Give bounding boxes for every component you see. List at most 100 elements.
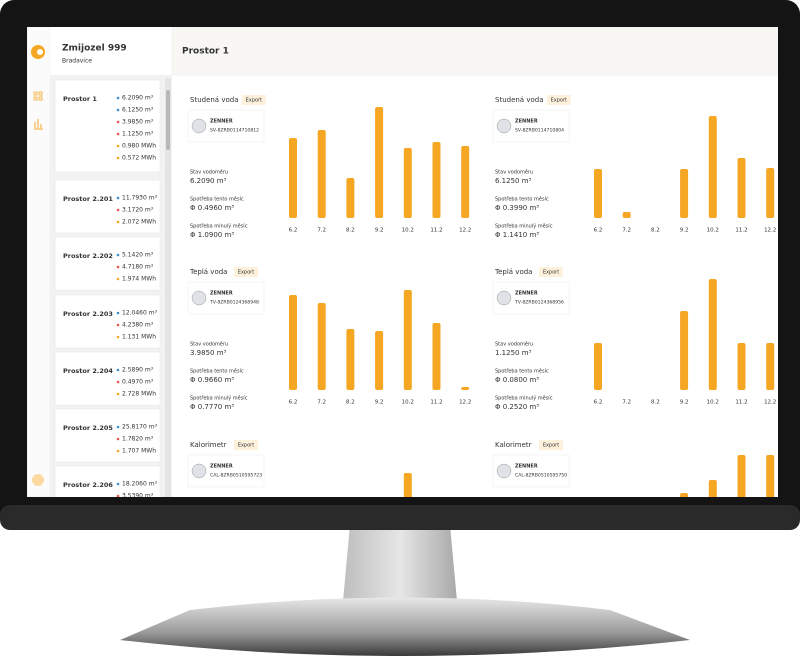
space-card[interactable] [54, 79, 161, 173]
x-tick-label: 10.2 [402, 228, 414, 234]
space-card[interactable] [54, 179, 161, 234]
nav-dashboard[interactable] [33, 91, 43, 101]
export-button[interactable] [539, 440, 563, 450]
bar [403, 290, 412, 390]
reading-value: 6.2090 m³ [122, 95, 154, 102]
x-tick-label: 8.2 [346, 400, 355, 406]
field-label: Spotřeba tento měsíc [495, 196, 549, 203]
export-button[interactable] [241, 95, 266, 105]
export-label[interactable]: Export [551, 98, 567, 104]
bar [680, 493, 689, 497]
export-label[interactable]: Export [543, 270, 559, 276]
export-button[interactable] [234, 440, 258, 450]
field-value: 6.1250 m³ [495, 177, 532, 185]
content: Prostor 1 6.2090 m³ 6.1250 m³ 3.9850 m³ 1.12… [54, 79, 776, 519]
bar [346, 329, 355, 390]
reading-dot [116, 311, 120, 315]
x-tick-label: 12.2 [459, 228, 471, 234]
bar [432, 323, 441, 390]
reading-dot [116, 220, 120, 224]
export-button[interactable] [234, 267, 258, 277]
reading-value: 1.7820 m³ [122, 436, 154, 443]
space-card[interactable] [54, 408, 161, 463]
reading-dot [116, 425, 120, 429]
reading-dot [116, 323, 120, 327]
x-tick-label: 12.2 [764, 400, 776, 406]
field-value: 1.1250 m³ [495, 349, 532, 357]
field-value: Φ 0.4960 m³ [190, 204, 234, 212]
field-label: Stav vodoměru [190, 341, 228, 348]
reading-value: 2.072 MWh [122, 219, 156, 226]
field-label: Spotřeba minulý měsíc [190, 223, 248, 230]
reading-dot [116, 156, 120, 160]
export-label[interactable]: Export [543, 443, 559, 449]
meter-icon [191, 463, 207, 479]
bar [317, 303, 326, 390]
meter-brand: ZENNER [210, 464, 233, 470]
reading-dot [116, 265, 120, 269]
export-button[interactable] [539, 267, 563, 277]
field-value: Φ 0.9660 m³ [190, 376, 234, 384]
space-card[interactable] [54, 236, 161, 291]
reading-dot [116, 132, 120, 136]
bar [708, 480, 717, 497]
reading-value: 4.7180 m³ [122, 264, 154, 271]
meter-serial: TV-8ZRB0124368956 [514, 300, 564, 306]
field-value: 6.2090 m³ [190, 177, 227, 185]
export-button[interactable] [546, 95, 571, 105]
reading-dot [116, 380, 120, 384]
field-label: Spotřeba minulý měsíc [190, 395, 248, 402]
bar [289, 295, 297, 390]
reading-value: 2.728 MWh [122, 391, 156, 398]
x-tick-label: 6.2 [289, 228, 298, 234]
bar [766, 343, 775, 390]
space-card[interactable] [54, 351, 161, 406]
space-name: Prostor 2.202 [63, 252, 113, 260]
field-label: Spotřeba tento měsíc [495, 368, 549, 375]
x-tick-label: 6.2 [594, 228, 603, 234]
app-title: Zmijozel 999 [62, 44, 127, 54]
scrollbar[interactable] [165, 78, 171, 497]
bar [737, 455, 746, 497]
export-label[interactable]: Export [238, 443, 254, 449]
panel-title: Studená voda [190, 96, 238, 104]
space-card[interactable] [54, 294, 161, 349]
field-value: Φ 1.0900 m³ [190, 231, 234, 239]
panel-title: Teplá voda [494, 268, 532, 276]
field-label: Spotřeba tento měsíc [190, 368, 244, 375]
nav-charts[interactable] [34, 119, 43, 130]
field-value: Φ 0.0800 m³ [495, 376, 539, 384]
reading-dot [116, 437, 120, 441]
field-label: Stav vodoměru [190, 169, 228, 176]
meter-icon [191, 290, 207, 306]
reading-dot [116, 392, 120, 396]
field-value: 3.9850 m³ [190, 349, 227, 357]
export-label[interactable]: Export [238, 270, 254, 276]
meter-brand: ZENNER [210, 119, 233, 125]
meter-brand: ZENNER [210, 291, 233, 297]
reading-value: 3.5390 m³ [122, 493, 154, 500]
bar [737, 158, 746, 218]
reading-value: 2.5890 m³ [122, 367, 154, 374]
x-tick-label: 10.2 [707, 228, 719, 234]
meter-brand: ZENNER [515, 119, 538, 125]
export-label[interactable]: Export [246, 98, 262, 104]
reading-value: 3.9850 m³ [122, 119, 154, 126]
field-value: Φ 0.3990 m³ [495, 204, 539, 212]
bar [680, 311, 689, 390]
stand-neck [342, 525, 458, 612]
reading-dot [116, 120, 120, 124]
space-card[interactable] [54, 465, 161, 519]
reading-value: 25.8170 m³ [122, 424, 158, 431]
panel-title: Studená voda [495, 96, 543, 104]
x-tick-label: 6.2 [594, 400, 603, 406]
field-label: Stav vodoměru [495, 341, 533, 348]
scrollbar-thumb[interactable] [166, 90, 170, 150]
x-tick-label: 9.2 [375, 400, 384, 406]
user-avatar[interactable] [32, 474, 44, 486]
field-label: Spotřeba minulý měsíc [495, 395, 553, 402]
meter-serial: SV-8ZRB0114710804 [515, 128, 564, 134]
field-label: Stav vodoměru [495, 169, 533, 176]
